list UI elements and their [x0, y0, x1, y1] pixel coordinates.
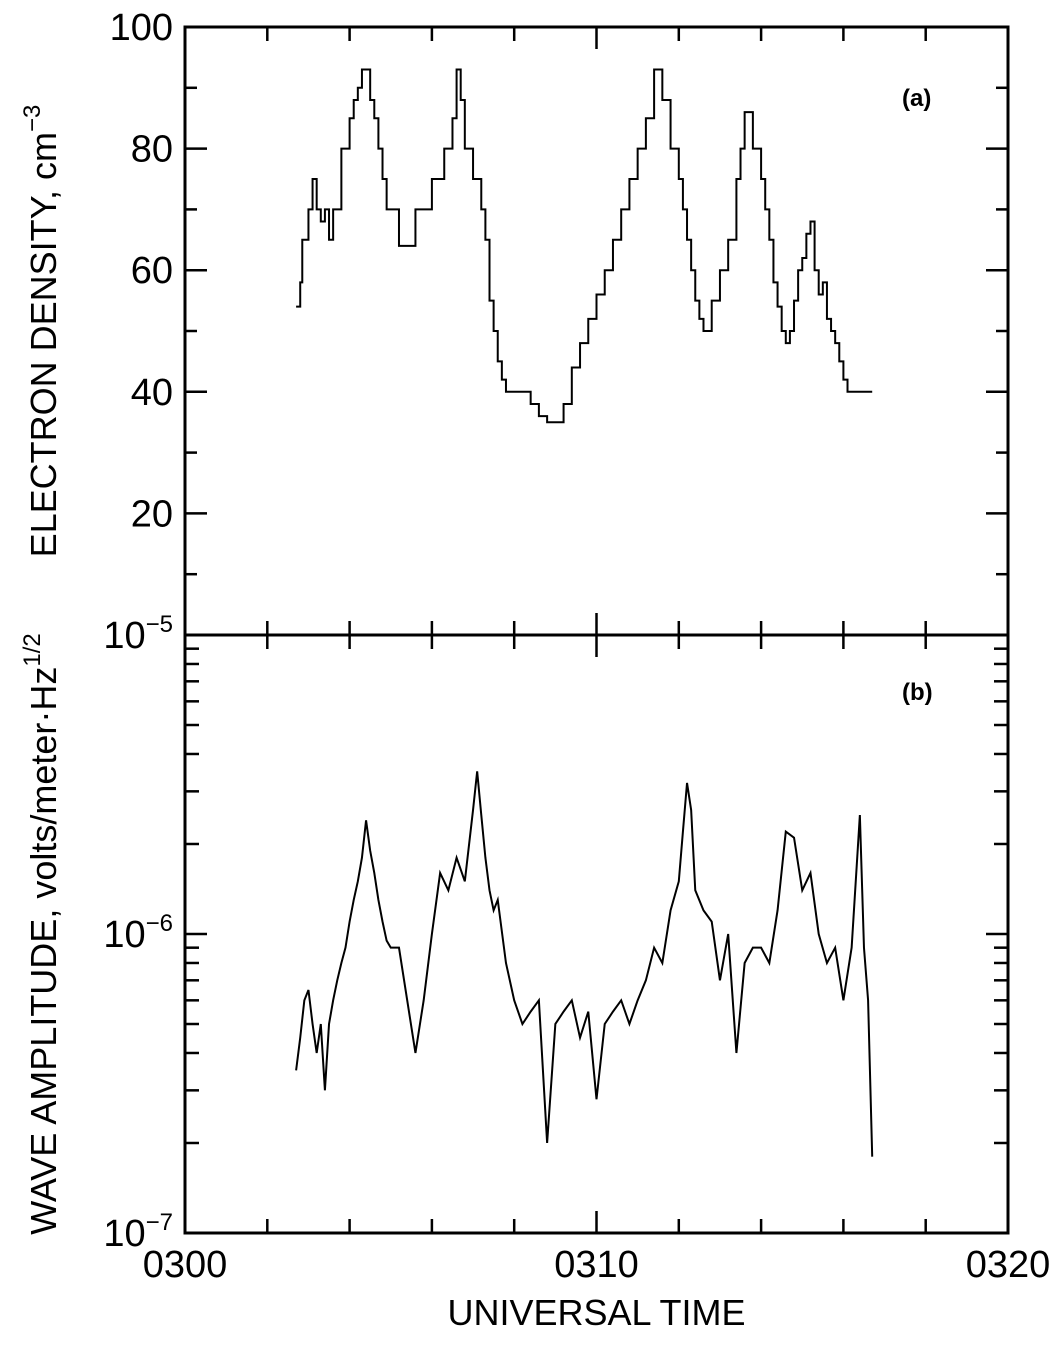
panel-a-y-tick-labels: 20 40 60 80 100	[110, 7, 173, 535]
panel-a-frame	[183, 25, 1010, 637]
panel-b-y-tick-labels: 10−610−7	[103, 910, 173, 1255]
y-tick-label: 10−7	[103, 1209, 173, 1255]
panel-a-y-axis-title-exponent: −3	[19, 105, 46, 132]
panel-a-ticks	[185, 25, 1008, 637]
panel-a-y-axis-title: ELECTRON DENSITY, cm−3	[19, 105, 64, 558]
y-tick-label: 100	[110, 7, 173, 49]
y-tick-label-1e-5: 10−5	[103, 611, 173, 657]
panel-b-frame	[183, 633, 1010, 1235]
tick-label-exponent: −7	[146, 1209, 173, 1236]
wave-amplitude-series-line	[295, 771, 874, 1157]
panel-a-y-axis-title-text: ELECTRON DENSITY, cm	[23, 132, 64, 557]
tick-label-base: 10	[103, 914, 145, 956]
x-tick-labels: 0300 0310 0320	[143, 1244, 1051, 1286]
tick-label-base: 10	[103, 1213, 145, 1255]
y-tick-label: 40	[131, 372, 173, 414]
junction-base: 10	[103, 615, 145, 657]
y-tick-label: 20	[131, 493, 173, 535]
tick-label-exponent: −6	[146, 910, 173, 937]
y-tick-label: 80	[131, 129, 173, 171]
y-tick-label: 10−6	[103, 910, 173, 956]
panel-b-y-axis-title: WAVE AMPLITUDE, volts/meter·Hz1/2	[19, 633, 64, 1234]
y-tick-label: 60	[131, 250, 173, 292]
panel-b-ticks	[185, 633, 1008, 1235]
panel-b-y-axis-title-exponent: 1/2	[19, 633, 46, 666]
panel-b-y-axis-title-text: WAVE AMPLITUDE, volts/meter·Hz	[23, 667, 64, 1235]
x-tick-label: 0310	[554, 1244, 639, 1286]
panel-a-label: (a)	[902, 85, 931, 112]
panel-b-label: (b)	[902, 679, 933, 706]
x-axis-title: UNIVERSAL TIME	[447, 1292, 745, 1333]
x-tick-label: 0320	[966, 1244, 1051, 1286]
x-tick-label: 0300	[143, 1244, 228, 1286]
electron-density-series-line	[296, 68, 873, 424]
junction-exponent: −5	[146, 611, 173, 638]
